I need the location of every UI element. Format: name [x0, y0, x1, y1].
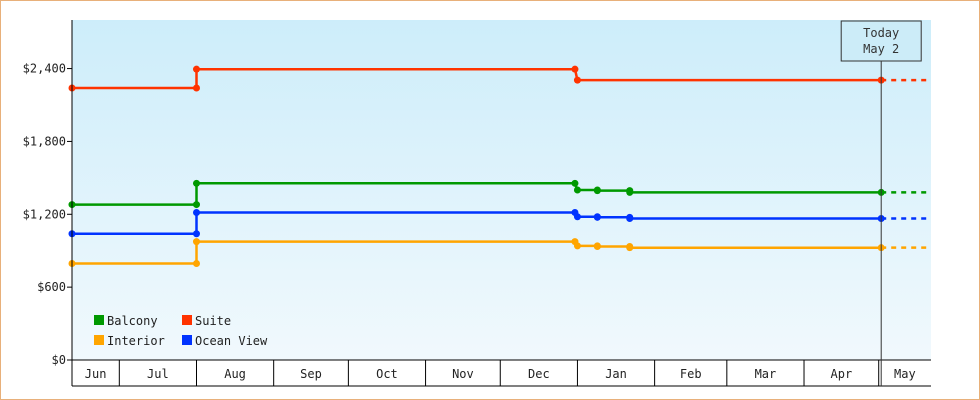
legend-label: Balcony: [107, 314, 158, 328]
series-point: [192, 230, 200, 238]
series-point: [593, 242, 601, 250]
today-box: [840, 20, 922, 62]
x-month-label: Feb: [680, 367, 702, 381]
legend-swatch: [182, 315, 192, 325]
legend-swatch: [94, 335, 104, 345]
today-date-label: May 2: [863, 42, 899, 56]
series-point: [571, 65, 579, 73]
series-point: [192, 201, 200, 209]
series-point: [192, 238, 200, 246]
series-point: [593, 213, 601, 221]
x-month-label: Jun: [85, 367, 107, 381]
x-month-label: Apr: [831, 367, 853, 381]
plot-background: [72, 20, 931, 360]
x-month-label: Oct: [376, 367, 398, 381]
x-month-label: Sep: [300, 367, 322, 381]
series-point: [593, 187, 601, 195]
legend-label: Suite: [195, 314, 231, 328]
series-point: [571, 179, 579, 187]
series-point: [573, 213, 581, 221]
series-point: [573, 76, 581, 84]
legend-swatch: [94, 315, 104, 325]
x-month-label: Nov: [452, 367, 474, 381]
legend-swatch: [182, 335, 192, 345]
series-point: [192, 208, 200, 216]
series-point: [626, 244, 634, 252]
series-line: [72, 67, 882, 90]
series-point: [192, 65, 200, 73]
series-point: [573, 186, 581, 194]
series-point: [626, 215, 634, 223]
legend-label: Ocean View: [195, 334, 268, 348]
y-tick-label: $1,800: [23, 134, 66, 148]
y-tick-label: $2,400: [23, 62, 66, 76]
y-tick-label: $1,200: [23, 207, 66, 221]
today-label: Today: [863, 26, 899, 40]
x-month-label: Jul: [147, 367, 169, 381]
x-month-label: Dec: [528, 367, 550, 381]
series-point: [192, 179, 200, 187]
x-month-label: Aug: [224, 367, 246, 381]
x-month-label: Mar: [755, 367, 777, 381]
series-point: [626, 188, 634, 196]
y-tick-label: $0: [52, 353, 66, 367]
series-point: [192, 259, 200, 267]
series-point: [192, 84, 200, 92]
y-tick-label: $600: [37, 280, 66, 294]
legend-label: Interior: [107, 334, 165, 348]
series-point: [573, 242, 581, 250]
x-month-label: May: [894, 367, 916, 381]
x-month-label: Jan: [605, 367, 627, 381]
